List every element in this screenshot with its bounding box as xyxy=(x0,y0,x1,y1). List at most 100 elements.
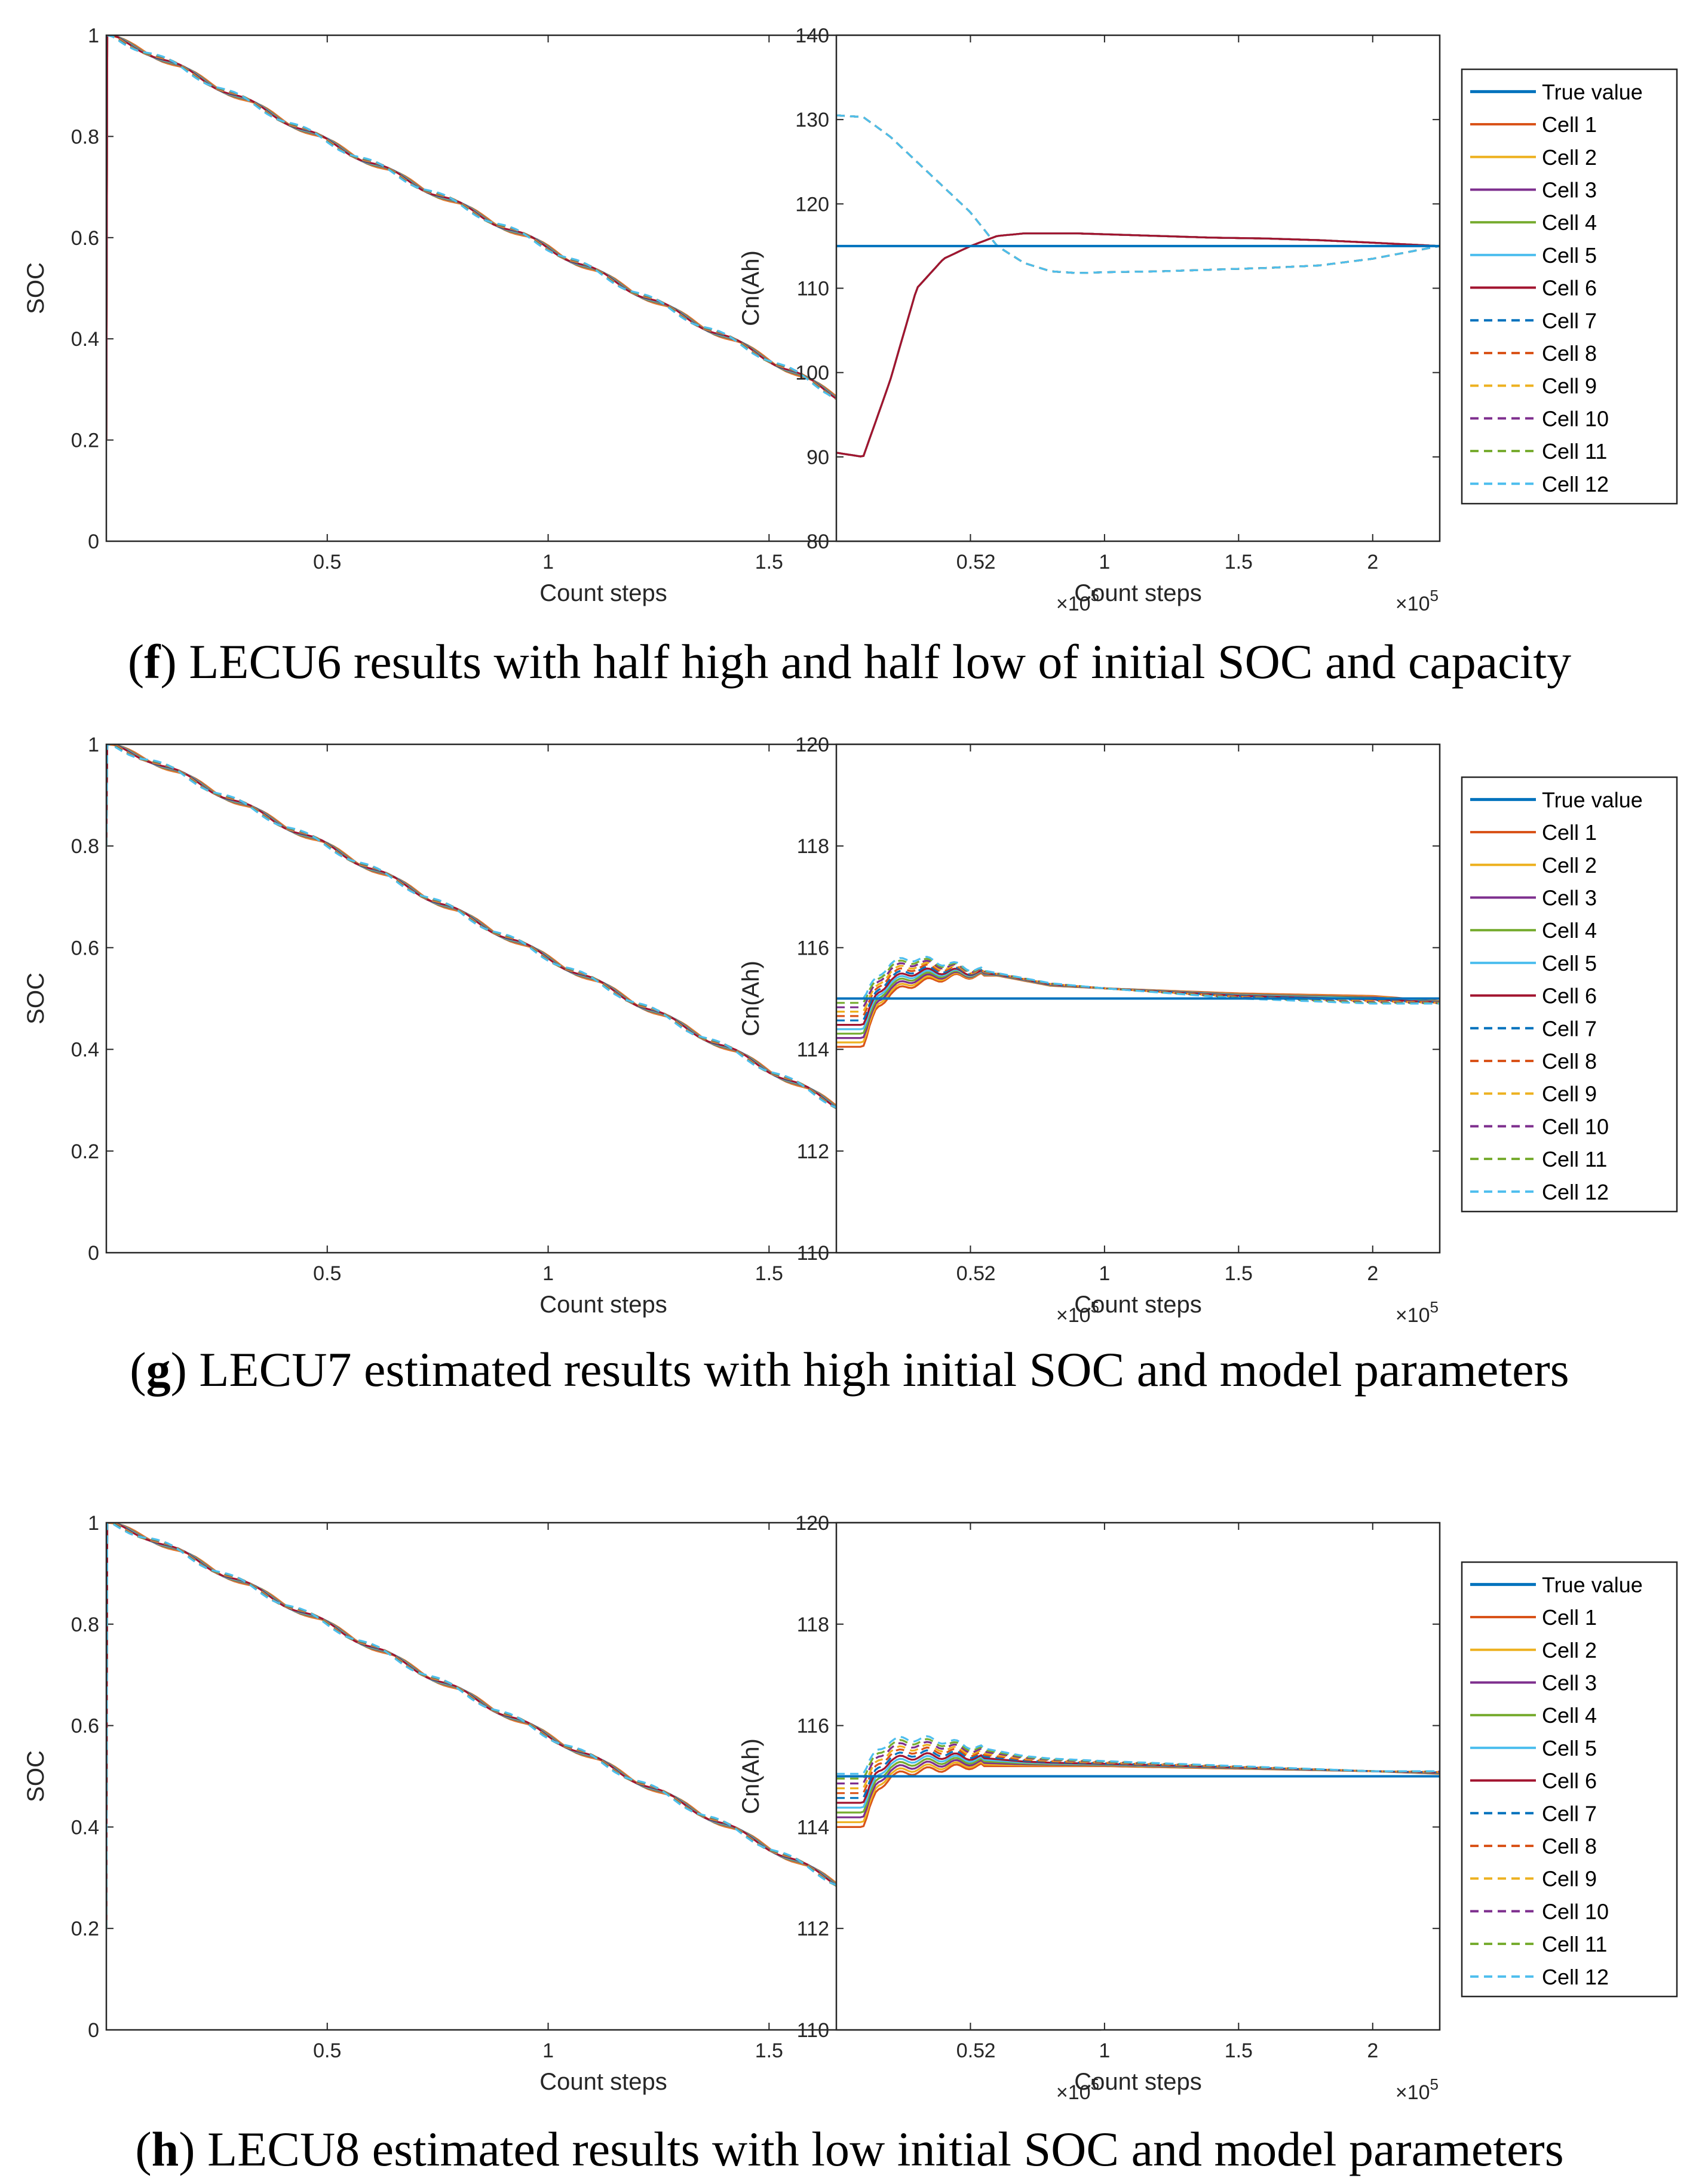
legend-label: Cell 3 xyxy=(1542,177,1597,202)
x-axis-label: Count steps xyxy=(1074,580,1201,606)
legend-label: Cell 6 xyxy=(1542,1769,1597,1793)
legend-label: Cell 10 xyxy=(1542,406,1609,431)
legend-label: Cell 9 xyxy=(1542,374,1597,398)
x-tick-label: 0.5 xyxy=(956,2039,985,2062)
y-tick-label: 0.4 xyxy=(71,1816,99,1839)
legend-2: True value Cell 1 Cell 2 Cell 3 Cell 4 Cell 5… xyxy=(1461,1561,1678,1998)
legend-label: Cell 12 xyxy=(1542,1965,1609,1989)
y-axis-label: Cn(Ah) xyxy=(738,1738,764,1814)
legend-label: Cell 4 xyxy=(1542,210,1597,235)
y-tick-label: 116 xyxy=(797,1715,829,1738)
legend-label: Cell 2 xyxy=(1542,853,1597,878)
caption-h-open: ( xyxy=(135,2122,151,2176)
y-tick-label: 0.8 xyxy=(71,1614,99,1636)
x-multiplier-base: ×10 xyxy=(1396,2081,1430,2104)
x-tick-label: 1.5 xyxy=(755,1262,783,1285)
caption-h-letter: h xyxy=(152,2122,179,2176)
x-multiplier-exponent: 5 xyxy=(1091,1298,1099,1316)
x-tick-label: 1.5 xyxy=(1225,2039,1253,2062)
x-tick-label: 0.5 xyxy=(313,2039,341,2062)
y-tick-label: 80 xyxy=(806,530,829,553)
legend-label: Cell 8 xyxy=(1542,1834,1597,1858)
y-tick-label: 0.2 xyxy=(71,1918,99,1940)
y-tick-label: 112 xyxy=(797,1140,829,1163)
x-multiplier-base: ×10 xyxy=(1396,1304,1430,1327)
y-axis-label: Cn(Ah) xyxy=(738,961,764,1036)
x-multiplier-exponent: 5 xyxy=(1430,587,1439,605)
y-tick-label: 0 xyxy=(88,530,99,553)
legend-label: Cell 8 xyxy=(1542,1049,1597,1073)
x-axis-label: Count steps xyxy=(539,1292,667,1318)
x-tick-label: 1.5 xyxy=(755,551,783,573)
x-axis-label: Count steps xyxy=(1074,1292,1201,1318)
x-tick-label: 0.5 xyxy=(313,1262,341,1285)
y-tick-label: 1 xyxy=(88,24,99,47)
y-tick-label: 0.2 xyxy=(71,1140,99,1163)
x-tick-label: 2 xyxy=(1367,551,1378,573)
x-tick-label: 1 xyxy=(1099,1262,1110,1285)
y-axis-label: SOC xyxy=(23,1750,49,1802)
x-tick-label: 0.5 xyxy=(956,1262,985,1285)
x-multiplier-base: ×10 xyxy=(1056,2081,1091,2104)
y-axis-label: SOC xyxy=(23,973,49,1024)
x-tick-label: 0.5 xyxy=(956,551,985,573)
y-tick-label: 110 xyxy=(797,278,829,300)
legend-label: Cell 12 xyxy=(1542,1180,1609,1204)
capacity-series-cell-12 xyxy=(836,114,1440,274)
y-tick-label: 1 xyxy=(88,1512,99,1535)
caption-f-open: ( xyxy=(128,634,144,689)
legend-label: Cell 7 xyxy=(1542,1016,1597,1041)
caption-f-letter: f xyxy=(144,634,161,689)
legend-0: True value Cell 1 Cell 2 Cell 3 Cell 4 Cell 5… xyxy=(1461,68,1678,505)
x-multiplier-exponent: 5 xyxy=(1091,587,1099,605)
caption-g-letter: g xyxy=(146,1342,171,1397)
caption-g: (g) LECU7 estimated results with high in… xyxy=(130,1342,1569,1397)
y-tick-label: 0.6 xyxy=(71,227,99,250)
legend-label: Cell 9 xyxy=(1542,1082,1597,1106)
legend-label: True value xyxy=(1542,1572,1643,1597)
legend-label: Cell 7 xyxy=(1542,1801,1597,1826)
x-tick-label: 0.5 xyxy=(313,551,341,573)
y-tick-label: 0.4 xyxy=(71,328,99,351)
capacity-lines xyxy=(836,955,1440,1048)
x-multiplier: ×105 xyxy=(1056,587,1099,615)
x-multiplier: ×105 xyxy=(1396,1298,1439,1327)
x-tick-label: 1.5 xyxy=(1225,1262,1253,1285)
legend-label: Cell 10 xyxy=(1542,1899,1609,1924)
x-axis-label: Count steps xyxy=(539,2069,667,2095)
x-multiplier: ×105 xyxy=(1396,2075,1439,2104)
y-axis-label: Cn(Ah) xyxy=(738,250,764,326)
x-multiplier-base: ×10 xyxy=(1056,1304,1091,1327)
capacity-series-cell-12 xyxy=(836,1735,1440,1775)
x-tick-label: 1 xyxy=(1099,2039,1110,2062)
y-tick-label: 0.4 xyxy=(71,1039,99,1062)
y-tick-label: 0.6 xyxy=(71,937,99,959)
legend-label: Cell 1 xyxy=(1542,112,1597,137)
y-tick-label: 1 xyxy=(88,734,99,756)
captions-layer: (f) LECU6 results with half high and hal… xyxy=(128,634,1571,2176)
x-tick-label: 2 xyxy=(1367,2039,1378,2062)
legend-label: Cell 11 xyxy=(1542,439,1607,464)
legend-label: Cell 1 xyxy=(1542,1605,1597,1630)
capacity-series-cell-12 xyxy=(836,955,1440,1005)
caption-h-text: ) LECU8 estimated results with low initi… xyxy=(179,2122,1563,2176)
x-tick-label: 2 xyxy=(985,2039,996,2062)
y-tick-label: 114 xyxy=(797,1039,829,1062)
legend-label: Cell 3 xyxy=(1542,885,1597,910)
x-tick-label: 1 xyxy=(542,2039,554,2062)
caption-g-open: ( xyxy=(130,1342,146,1397)
y-tick-label: 0.2 xyxy=(71,430,99,452)
y-tick-label: 100 xyxy=(795,362,829,385)
legend-label: Cell 6 xyxy=(1542,276,1597,300)
legend-label: Cell 7 xyxy=(1542,308,1597,333)
y-tick-label: 90 xyxy=(806,446,829,469)
y-axis-label: SOC xyxy=(23,262,49,314)
x-tick-label: 2 xyxy=(1367,1262,1378,1285)
capacity-chart-2: 0.5 1 1.5 2 110 112 114 116 118 120 Count steps Cn(… xyxy=(738,1512,1441,2104)
caption-f-text: ) LECU6 results with half high and half … xyxy=(161,634,1572,689)
legend-label: Cell 9 xyxy=(1542,1867,1597,1891)
y-tick-label: 0.6 xyxy=(71,1715,99,1738)
y-tick-label: 0 xyxy=(88,2019,99,2042)
legend-label: Cell 1 xyxy=(1542,820,1597,845)
